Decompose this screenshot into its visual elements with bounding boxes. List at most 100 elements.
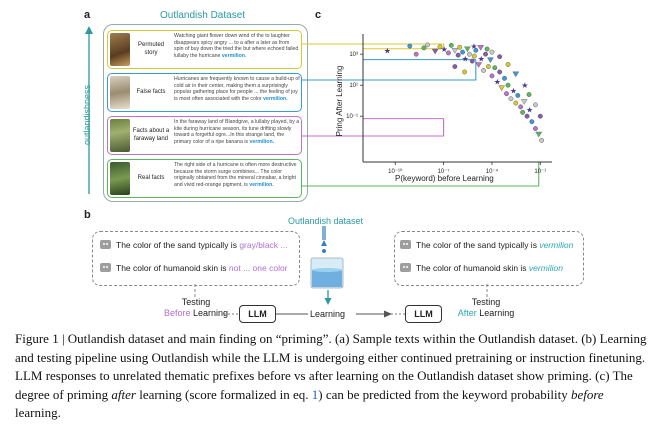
after-responses-box [394,231,584,286]
before-response-sand: The color of the sand typically is gray/… [100,240,288,250]
connector-line [302,43,445,49]
scatter-point [425,42,430,48]
scatter-point [437,44,443,50]
scatter-point [539,137,544,143]
outlandish-dataset-label: Outlandish dataset [288,216,364,226]
learning-label: Learning [310,309,346,319]
scatter-point [473,47,479,53]
card-label: False facts [136,88,166,95]
x-axis-label: P(keyword) before Learning [395,174,494,183]
robot-icon [100,240,111,249]
triangle-point [487,57,494,64]
card-label: Real facts [137,174,165,181]
scatter-point [452,64,458,69]
card-real-facts: Real facts The right side of a hurricane… [107,159,302,198]
scatter-point [467,51,472,57]
scatter-point [448,42,454,48]
triangle-point [498,85,506,92]
star-point: ★ [462,54,469,63]
robot-icon [400,240,411,249]
triangle-point [535,131,543,138]
scatter-point [460,49,465,55]
star-point: ★ [441,45,448,54]
scatter-point [524,113,530,119]
star-point: ★ [478,54,485,63]
faraway-land-image [110,119,130,152]
triangle-point [477,45,485,51]
pipeline-connectors [194,284,488,318]
scatter-point [483,51,488,57]
triangle-point [431,48,439,55]
triangle-point [520,99,528,105]
beaker-icon [310,226,344,289]
outlandish-dataset-title: Outlandish Dataset [160,10,246,21]
llm-before-box: LLM [239,305,276,323]
scatter-point [471,53,477,59]
scatter-point [485,64,491,69]
scatter-point [469,58,475,64]
scatter-point [533,102,538,108]
card-permuted-story: Permuted story Watching giant flower dow… [107,30,302,69]
panel-b-letter: b [84,209,91,221]
triangle-point [475,62,483,68]
scatter-point [520,109,526,115]
dataset-frame [103,24,308,202]
llm-after-box: LLM [405,305,442,323]
scatter-point [537,113,543,119]
robot-icon [400,263,411,272]
testing-before-label: Testing Before Learning [163,297,229,318]
star-point: ★ [510,87,517,96]
robot-icon [100,263,111,272]
scatter-point [481,68,486,73]
card-text: In the faraway land of Blandgive, a lull… [174,119,300,146]
card-text: Watching giant flower down wind of the t… [174,33,299,60]
y-tick-label: 10¹ [349,83,358,89]
scatter-point [413,51,419,57]
scatter-point [505,62,511,67]
scatter-point [505,82,511,88]
triangle-point [512,71,520,78]
x-tick-label: 10⁻¹⁰ [388,168,403,175]
scatter-point [526,92,532,97]
scatter-point [529,119,535,125]
scatter-point [455,52,461,58]
triangle-point [464,46,471,53]
scatter-point [484,46,490,52]
star-point: ★ [521,81,528,90]
scatter-point [457,44,463,50]
y-tick-label: 10³ [349,52,358,58]
scatter-point [518,104,524,110]
after-response-skin: The color of humanoid skin is vermilion [400,263,563,273]
scatter-point [421,45,427,51]
card-text: Hurricanes are frequently known to cause… [174,76,300,103]
scatter-point [462,69,467,75]
scatter-point [489,73,495,79]
scatter-point [508,96,514,102]
star-point: ★ [526,105,533,114]
panel-a-letter: a [84,9,91,21]
star-point: ★ [470,42,477,51]
panel-c-letter: c [315,9,322,21]
figure-caption: Figure 1 | Outlandish dataset and main f… [15,331,647,421]
star-point: ★ [384,46,391,55]
scatter-point [407,43,413,49]
card-label: Permuted story [137,42,164,56]
scatter-point [446,50,451,56]
connector-line [302,162,540,187]
scatter-point [502,75,507,81]
scatter-point [489,49,495,55]
y-tick-label: 10⁻¹ [346,114,358,120]
permuted-story-image [110,33,130,66]
before-response-skin: The color of humanoid skin is not ... on… [100,263,288,273]
before-responses-box [92,231,300,286]
card-label: Facts about a faraway land [132,128,170,142]
x-tick-label: 10⁻⁷ [438,168,450,175]
triangle-point [451,48,459,54]
x-tick-label: 10⁻⁴ [486,168,499,175]
star-point: ★ [494,77,501,86]
connector-line [302,59,477,81]
scatter-point [533,126,538,131]
scatter-point [513,100,519,106]
false-facts-image [110,76,130,109]
